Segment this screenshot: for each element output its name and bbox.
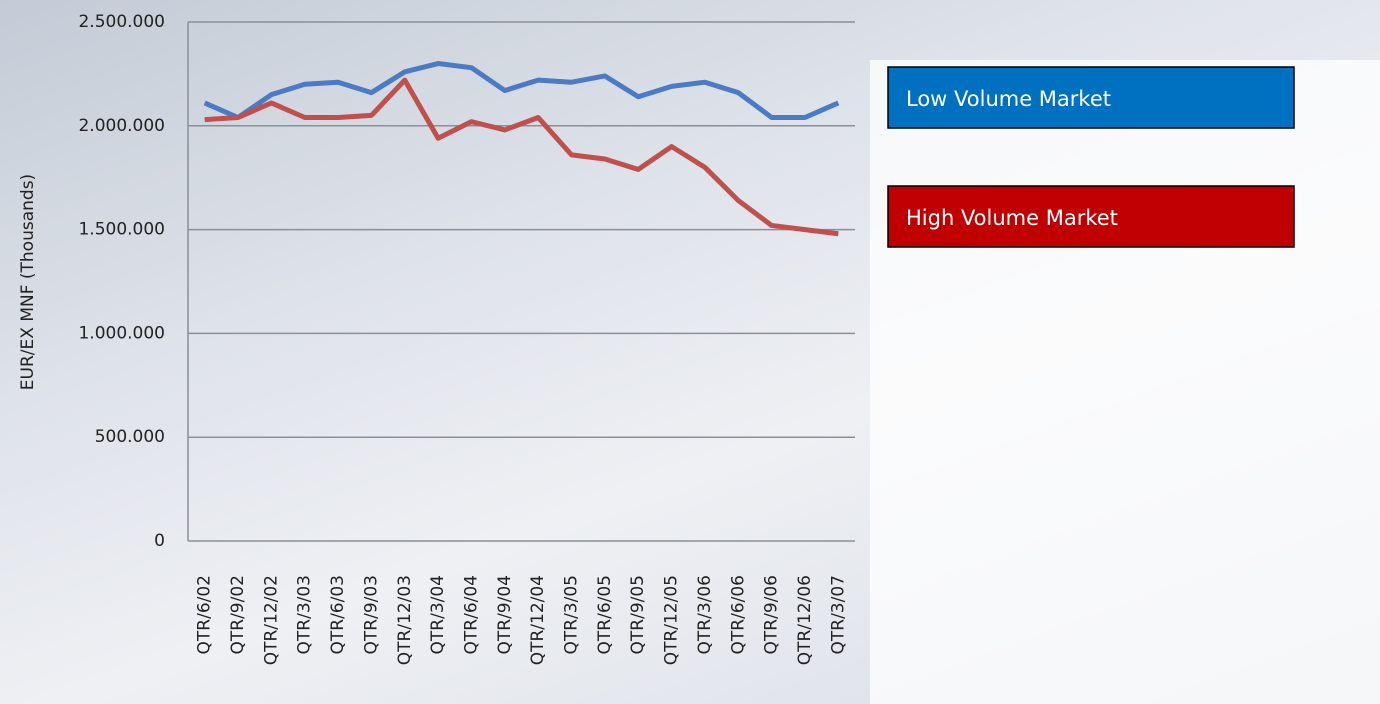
y-tick-label: 500.000 [95,427,165,447]
x-tick-label: QTR/3/07 [828,575,848,654]
x-tick-label: QTR/6/02 [195,575,215,654]
x-tick-label: QTR/12/05 [662,575,682,665]
y-tick-label: 2.500.000 [78,12,165,32]
x-tick-label: QTR/12/06 [795,575,815,665]
line-series [205,64,839,118]
x-tick-label: QTR/12/03 [395,575,415,665]
x-tick-label: QTR/3/05 [562,575,582,654]
x-tick-label: QTR/6/03 [328,575,348,654]
x-tick-label: QTR/3/03 [295,575,315,654]
x-tick-label: QTR/9/06 [762,575,782,654]
y-tick-label: 1.500.000 [78,220,165,240]
legend-label: High Volume Market [906,206,1118,230]
x-tick-label: QTR/6/06 [728,575,748,654]
x-tick-label: QTR/9/02 [228,575,248,654]
page: EUR/EX MNF (Thousands) 0 500.000 1.000.000… [0,0,1380,704]
chart: EUR/EX MNF (Thousands) 0 500.000 1.000.000… [0,0,1380,704]
legend-label: Low Volume Market [906,87,1111,111]
x-tick-label: QTR/12/04 [528,575,548,665]
x-tick-label: QTR/3/04 [428,575,448,654]
x-tick-label: QTR/9/05 [628,575,648,654]
x-tick-label: QTR/9/04 [495,575,515,654]
x-tick-label: QTR/3/06 [695,575,715,654]
x-tick-label: QTR/6/05 [595,575,615,654]
x-tick-label: QTR/6/04 [461,575,481,654]
legend-backdrop [870,60,1380,704]
y-tick-label: 1.000.000 [78,323,165,343]
x-tick-label: QTR/9/03 [361,575,381,654]
y-tick-label: 2.000.000 [78,116,165,136]
line-series [205,80,839,234]
y-axis-title: EUR/EX MNF (Thousands) [18,174,38,390]
x-tick-label: QTR/12/02 [261,575,281,665]
y-tick-label: 0 [154,531,165,551]
